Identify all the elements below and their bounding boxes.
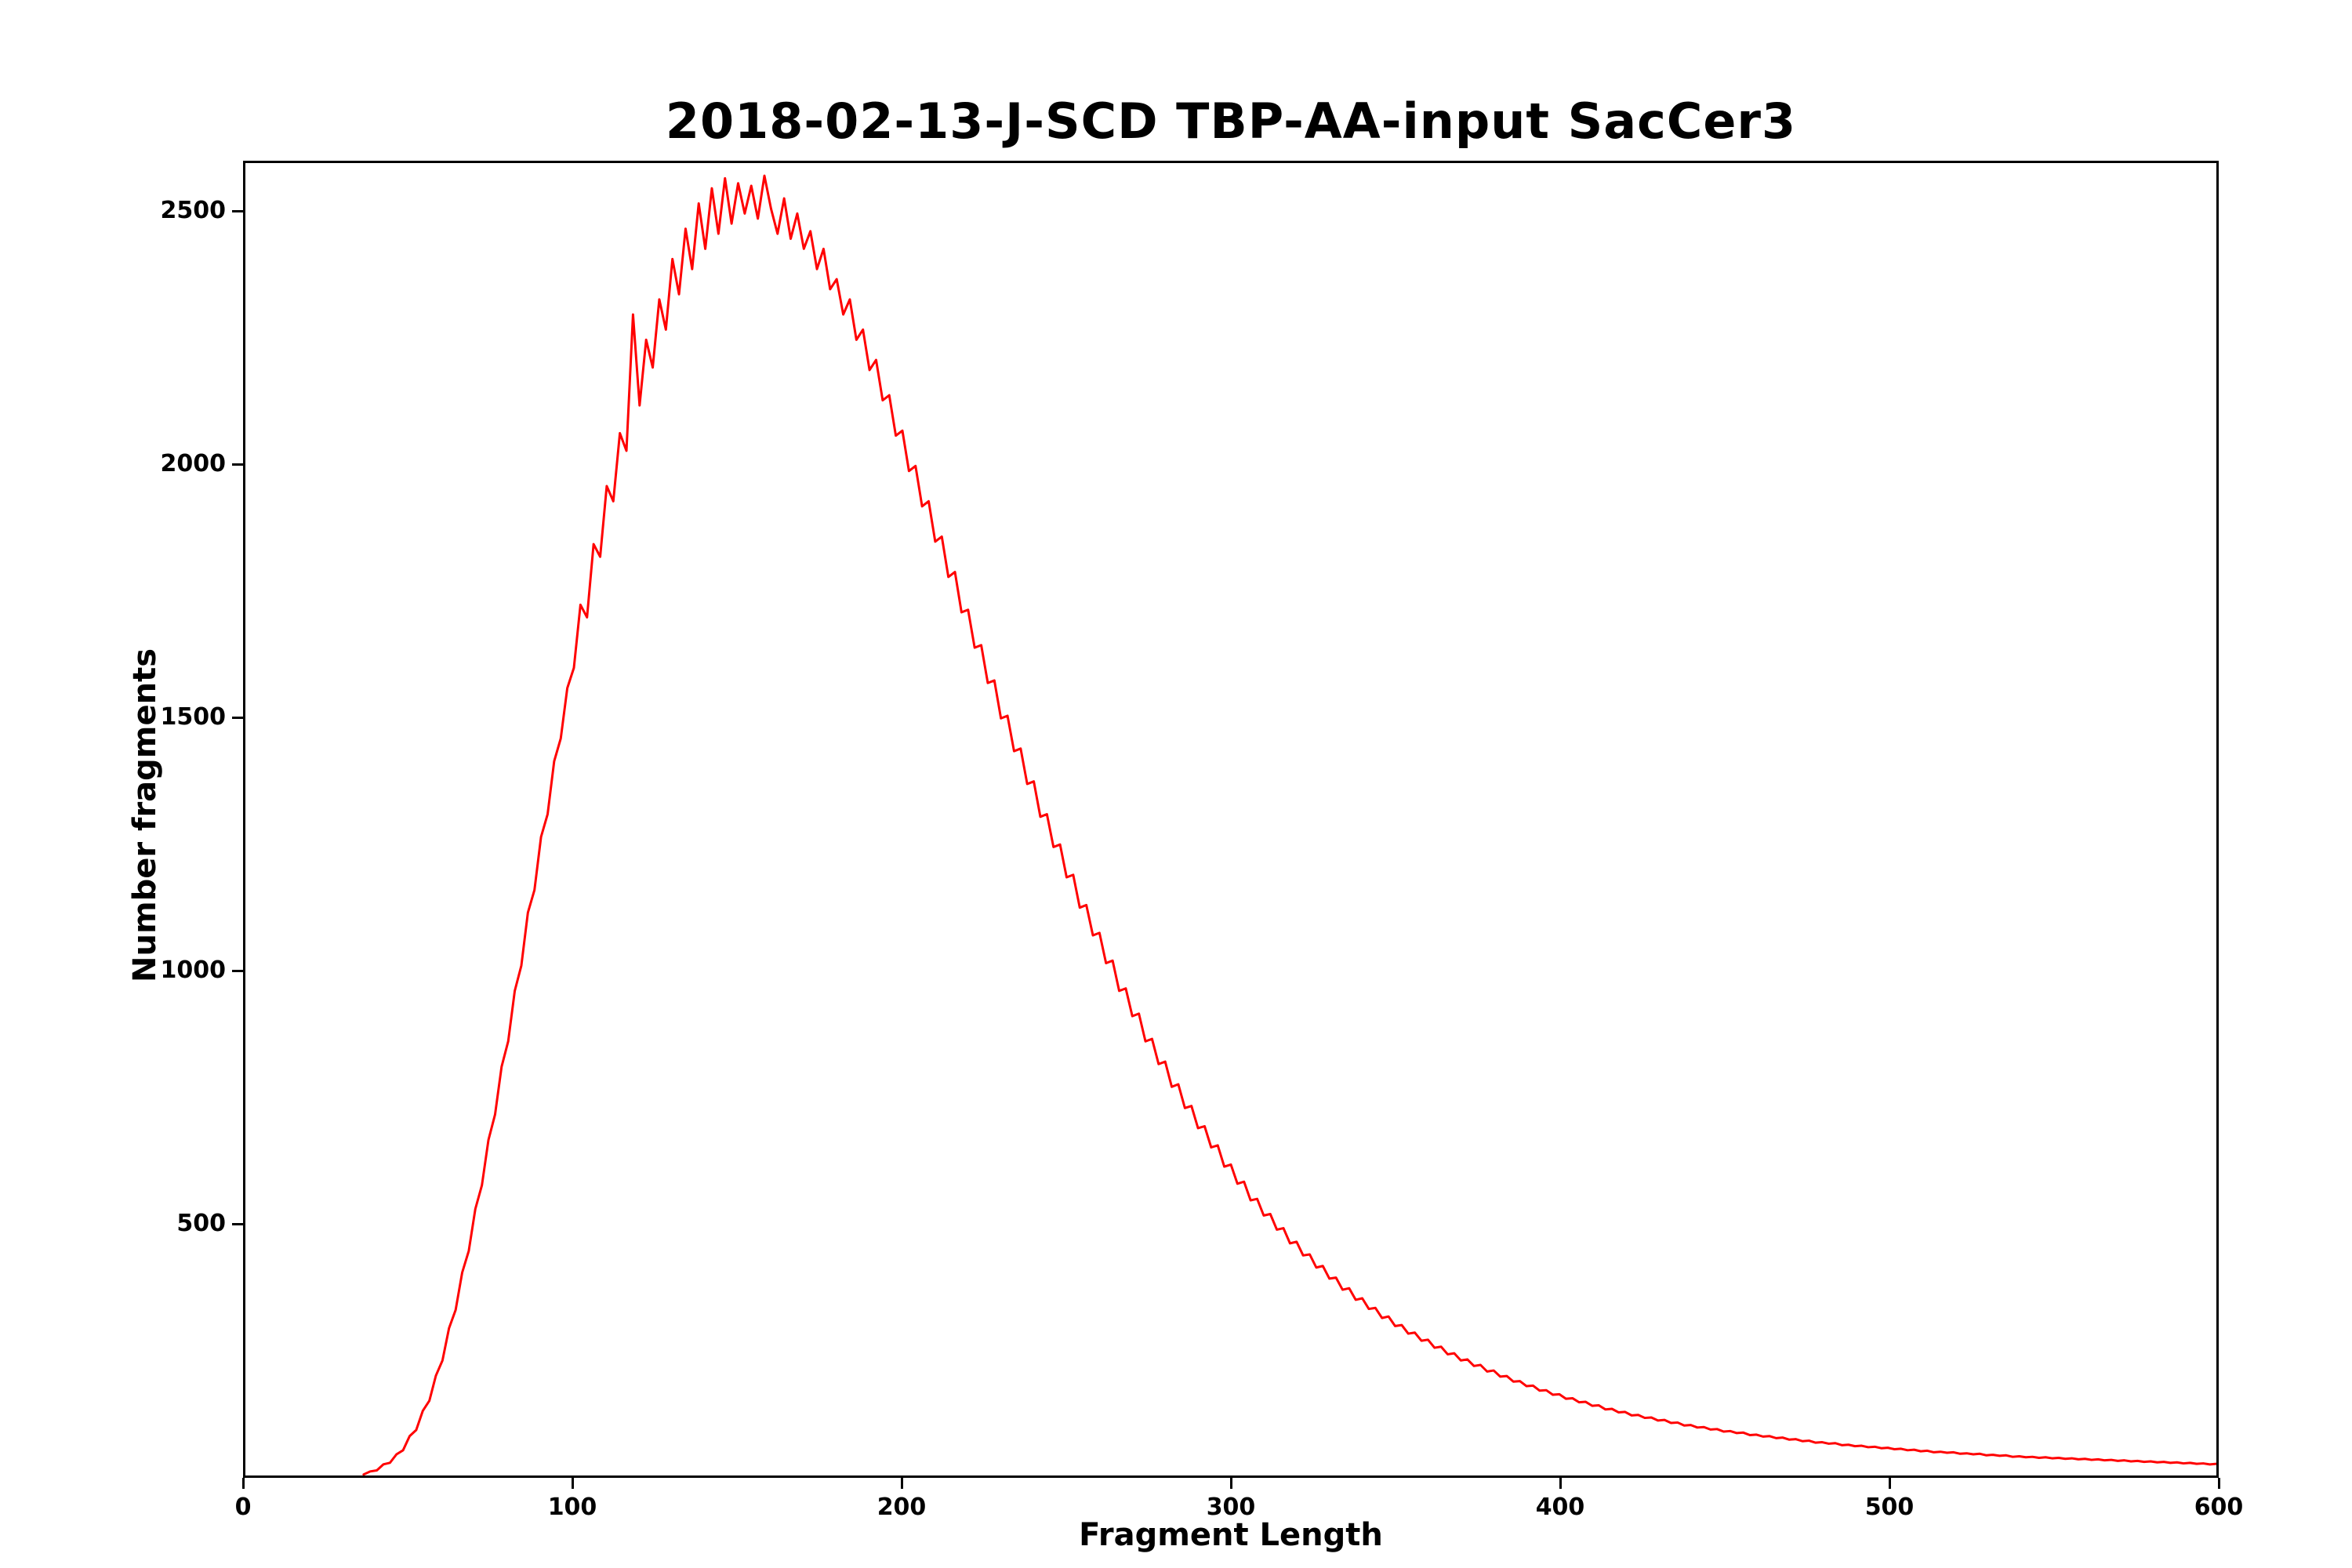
plot-area [243,161,2219,1478]
x-tick-mark [571,1478,574,1489]
y-tick-label: 1000 [160,956,227,984]
y-tick-label: 2500 [160,196,227,224]
x-tick-mark [2217,1478,2220,1489]
x-tick-label: 100 [547,1494,597,1521]
chart-title: 2018-02-13-J-SCD TBP-AA-input SacCer3 [665,93,1797,150]
data-line [362,174,2216,1475]
x-tick-mark [900,1478,903,1489]
y-tick-mark [232,210,243,213]
x-tick-mark [241,1478,245,1489]
x-tick-mark [1888,1478,1891,1489]
y-tick-label: 1500 [160,702,227,731]
x-tick-label: 0 [234,1494,252,1521]
x-tick-label: 500 [1864,1494,1915,1521]
x-tick-label: 400 [1535,1494,1585,1521]
y-tick-mark [232,717,243,720]
x-axis-label: Fragment Length [1079,1517,1383,1553]
x-tick-label: 600 [2194,1494,2244,1521]
x-tick-mark [1559,1478,1562,1489]
x-tick-mark [1229,1478,1232,1489]
y-tick-mark [232,1223,243,1226]
y-tick-mark [232,463,243,466]
x-tick-label: 300 [1206,1494,1256,1521]
y-tick-label: 500 [176,1209,226,1237]
y-tick-label: 2000 [160,449,227,477]
line-chart [362,174,2216,1475]
x-tick-label: 200 [877,1494,927,1521]
y-tick-mark [232,970,243,973]
y-axis-label: Number fragments [127,648,163,983]
